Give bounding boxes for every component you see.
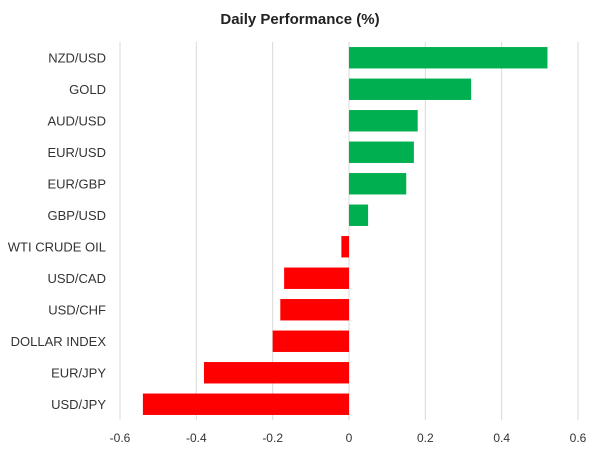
bar-usd-chf: [280, 299, 349, 321]
category-label-usd-jpy: USD/JPY: [51, 397, 106, 412]
category-labels: NZD/USD GOLD AUD/USD EUR/USD EUR/GBP GBP/USD W…: [8, 50, 107, 412]
x-tick-label-0-4: 0.4: [493, 431, 510, 445]
category-label-nzd-usd: NZD/USD: [48, 50, 106, 65]
category-label-wti-crude-oil: WTI CRUDE OIL: [8, 239, 106, 254]
category-label-eur-usd: EUR/USD: [47, 145, 106, 160]
bar-usd-cad: [284, 267, 349, 289]
x-tick-label-0-2: 0.2: [417, 431, 434, 445]
gridlines: [119, 42, 579, 420]
bar-gold: [349, 78, 472, 100]
category-label-gold: GOLD: [69, 82, 106, 97]
category-label-gbp-usd: GBP/USD: [47, 208, 106, 223]
x-tick-label-0-6: -0.6: [110, 431, 131, 445]
category-label-aud-usd: AUD/USD: [47, 113, 106, 128]
bar-eur-jpy: [203, 362, 349, 384]
category-label-dollar-index: DOLLAR INDEX: [11, 334, 107, 349]
bar-wti-crude-oil: [341, 236, 349, 258]
x-axis-tick-labels: -0.6 -0.4 -0.2 0 0.2 0.4 0.6: [110, 431, 587, 445]
x-tick-label-0-2: -0.2: [262, 431, 283, 445]
chart-title: Daily Performance (%): [220, 11, 379, 28]
bar-dollar-index: [272, 330, 349, 352]
category-label-usd-chf: USD/CHF: [48, 302, 106, 317]
bar-usd-jpy: [142, 393, 349, 415]
x-tick-label-0: 0: [346, 431, 353, 445]
x-tick-label-0-4: -0.4: [186, 431, 207, 445]
category-label-eur-gbp: EUR/GBP: [47, 176, 106, 191]
bar-gbp-usd: [349, 204, 369, 226]
x-tick-label-0-6: 0.6: [570, 431, 587, 445]
category-label-usd-cad: USD/CAD: [47, 271, 106, 286]
bar-nzd-usd: [349, 47, 548, 69]
bars: [142, 47, 548, 415]
bar-aud-usd: [349, 110, 418, 132]
bar-eur-usd: [349, 141, 414, 163]
bar-eur-gbp: [349, 173, 407, 195]
category-label-eur-jpy: EUR/JPY: [51, 365, 106, 380]
